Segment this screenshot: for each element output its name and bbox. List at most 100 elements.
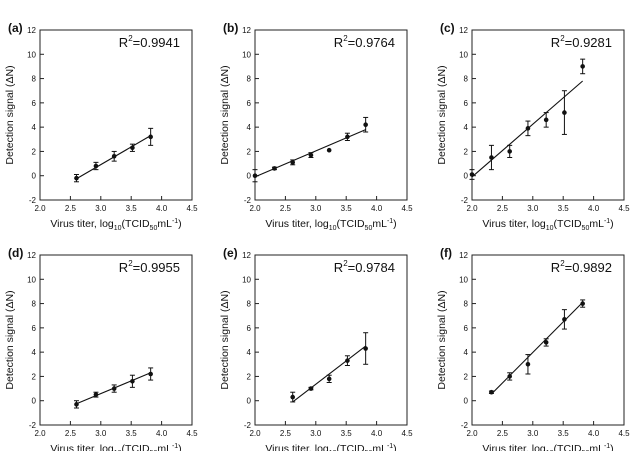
y-tick-label: 10 <box>27 50 36 59</box>
data-point <box>272 166 277 171</box>
panel-label: (b) <box>223 21 238 35</box>
x-label-text: mL <box>589 218 604 230</box>
x-tick-label: 2.5 <box>497 204 509 213</box>
r-squared-label: R2=0.9892 <box>551 259 612 275</box>
x-label-superscript: -1 <box>387 218 393 225</box>
x-label-text: Virus titer, log <box>50 443 114 451</box>
r-squared-superscript: 2 <box>343 34 348 43</box>
y-tick-label: -2 <box>461 421 469 430</box>
y-tick-label: 2 <box>247 372 252 381</box>
r-squared-label: R2=0.9764 <box>334 34 395 50</box>
data-point <box>326 147 332 153</box>
panel-d: 2.0 2.5 3.0 3.5 4.0 4.5-2024681012(d)R2=0.995… <box>4 246 198 451</box>
y-tick-label: 8 <box>464 300 469 309</box>
data-point <box>580 64 585 69</box>
plot-frame <box>39 29 193 201</box>
y-tick-label: 4 <box>247 123 252 132</box>
y-tick-label: 0 <box>464 172 469 181</box>
data-point <box>93 163 99 169</box>
x-tick-label: 2.0 <box>34 204 46 213</box>
r-squared-label: R2=0.9941 <box>119 34 180 50</box>
x-tick-label: 3.0 <box>310 429 322 438</box>
data-point <box>562 317 567 322</box>
x-tick-label: 2.0 <box>34 429 46 438</box>
y-tick-label: 4 <box>32 348 37 357</box>
x-label-superscript: -1 <box>172 443 178 450</box>
x-label-superscript: -1 <box>604 218 610 225</box>
y-tick-label: 0 <box>247 397 252 406</box>
x-label-text: Virus titer, log <box>265 218 329 230</box>
x-tick-label: 2.0 <box>466 204 478 213</box>
y-tick-label: 8 <box>32 75 37 84</box>
x-label-text: (TCID <box>337 443 365 451</box>
x-tick-label: 3.0 <box>527 429 539 438</box>
y-tick-label: 8 <box>32 300 37 309</box>
x-tick-label: 2.5 <box>280 429 292 438</box>
x-tick-label: 3.0 <box>95 429 107 438</box>
r-squared-value: =0.9764 <box>348 35 395 50</box>
y-tick-label: 12 <box>242 26 251 35</box>
y-tick-label: 12 <box>459 251 468 260</box>
y-tick-label: 2 <box>32 372 37 381</box>
x-tick-label: 3.5 <box>126 429 138 438</box>
y-tick-label: 6 <box>464 324 469 333</box>
y-tick-label: 6 <box>247 324 252 333</box>
data-point <box>543 117 549 123</box>
x-label-subscript: 50 <box>365 225 373 232</box>
x-label-text: mL <box>157 443 172 451</box>
x-tick-label: 4.0 <box>588 429 600 438</box>
y-tick-label: 12 <box>27 251 36 260</box>
x-label-superscript: -1 <box>604 443 610 450</box>
y-tick-label: 4 <box>32 123 37 132</box>
y-tick-label: 0 <box>32 172 37 181</box>
y-tick-label: 10 <box>459 50 468 59</box>
x-tick-label: 4.0 <box>156 204 168 213</box>
x-tick-label: 2.0 <box>249 429 261 438</box>
panel-label: (e) <box>223 246 238 260</box>
x-axis-label: Virus titer, log10(TCID50mL-1) <box>50 218 181 232</box>
x-label-text: ) <box>178 443 182 451</box>
r-squared-superscript: 2 <box>560 34 565 43</box>
x-tick-label: 4.0 <box>588 204 600 213</box>
fit-line <box>292 345 366 403</box>
data-point <box>525 126 531 131</box>
x-tick-label: 3.0 <box>527 204 539 213</box>
data-point <box>363 346 368 351</box>
data-point <box>252 173 258 179</box>
x-tick-label: 3.0 <box>95 204 107 213</box>
r-squared-superscript: 2 <box>128 34 133 43</box>
data-point <box>290 160 295 165</box>
data-point <box>130 145 135 151</box>
y-tick-label: -2 <box>244 421 252 430</box>
y-tick-label: -2 <box>244 196 252 205</box>
y-tick-label: 2 <box>464 372 469 381</box>
x-tick-label: 2.5 <box>65 429 77 438</box>
x-tick-label: 4.5 <box>186 204 198 213</box>
y-tick-label: -2 <box>461 196 469 205</box>
data-point <box>345 134 350 140</box>
plot-frame <box>471 254 625 426</box>
data-point <box>290 394 295 400</box>
r-squared-superscript: 2 <box>343 259 348 268</box>
data-point <box>489 155 494 160</box>
x-label-superscript: -1 <box>172 218 178 225</box>
x-label-text: mL <box>372 218 387 230</box>
x-label-text: (TCID <box>554 218 582 230</box>
x-label-text: Virus titer, log <box>265 443 329 451</box>
r-squared-symbol: R <box>119 260 128 275</box>
data-point <box>111 386 117 391</box>
y-tick-label: 8 <box>247 75 252 84</box>
y-tick-label: 10 <box>27 275 36 284</box>
data-point <box>363 122 368 128</box>
x-label-text: (TCID <box>122 443 150 451</box>
data-point <box>543 340 549 345</box>
x-tick-label: 3.5 <box>341 204 353 213</box>
x-tick-label: 2.0 <box>249 204 261 213</box>
x-tick-label: 2.5 <box>65 204 77 213</box>
x-tick-label: 3.5 <box>341 429 353 438</box>
x-label-text: (TCID <box>554 443 582 451</box>
y-axis-label: Detection signal (ΔN) <box>219 65 231 164</box>
y-tick-label: 8 <box>464 75 469 84</box>
x-tick-label: 4.5 <box>618 204 630 213</box>
